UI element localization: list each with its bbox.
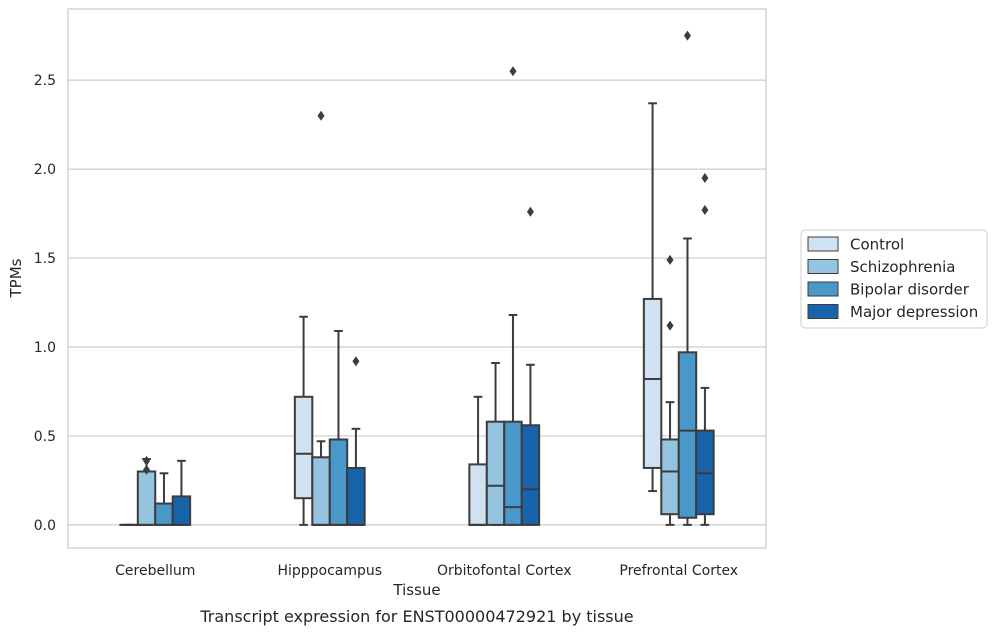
box-group <box>293 110 366 526</box>
box <box>503 66 523 526</box>
box-body <box>328 438 349 526</box>
legend-item: Major depression <box>807 303 978 321</box>
x-tick-label: Orbitofontal Cortex <box>437 563 572 579</box>
outlier-point <box>143 464 151 475</box>
box-body <box>346 466 366 526</box>
x-axis-ticks: Cerebellum Hipppocampus Orbitofontal Corte… <box>115 563 738 579</box>
outlier-point <box>509 66 517 77</box>
x-tick-label: Cerebellum <box>115 563 195 579</box>
box-body <box>520 424 541 526</box>
outlier-point <box>701 205 709 216</box>
box-body <box>677 351 698 519</box>
legend-frame <box>800 229 988 329</box>
x-tick-label: Hipppocampus <box>277 563 382 579</box>
box-body <box>642 297 663 469</box>
box <box>642 102 663 493</box>
legend-swatch <box>807 259 839 274</box>
box <box>293 315 314 526</box>
y-tick-label: 2.5 <box>34 73 56 89</box>
legend-swatch <box>807 236 839 252</box>
outlier-point <box>683 30 691 41</box>
outlier-point <box>526 206 534 217</box>
chart-caption: Transcript expression for ENST0000047292… <box>199 607 633 626</box>
box <box>485 361 506 526</box>
y-tick-label: 0.5 <box>34 429 56 445</box>
box <box>346 356 366 526</box>
legend: Control Schizophrenia Bipolar disorder Majo… <box>800 229 988 329</box>
legend-item: Control <box>807 236 904 254</box>
box-body <box>660 438 680 516</box>
y-tick-label: 0.0 <box>34 518 56 534</box>
y-tick-label: 2.0 <box>34 162 56 178</box>
box <box>154 472 174 526</box>
box <box>136 455 157 526</box>
box <box>520 206 541 526</box>
legend-item: Bipolar disorder <box>807 281 970 299</box>
y-axis-label: TPMs <box>7 258 25 298</box>
legend-swatch <box>807 281 839 297</box>
legend-swatch <box>807 304 839 319</box>
outlier-point <box>352 356 360 367</box>
box-body <box>136 470 157 526</box>
box-body <box>468 463 488 526</box>
box <box>171 459 192 526</box>
y-tick-label: 1.0 <box>34 340 56 356</box>
y-axis-ticks: 0.0 0.5 1.0 1.5 2.0 2.5 <box>34 73 56 534</box>
legend-label: Control <box>850 236 904 254</box>
legend-label: Bipolar disorder <box>850 281 970 299</box>
box-group <box>642 30 715 526</box>
x-axis-label: Tissue <box>392 581 440 599</box>
plot-frame <box>67 8 767 549</box>
box <box>468 395 488 526</box>
legend-item: Schizophrenia <box>807 258 955 276</box>
box-body <box>171 495 192 526</box>
outlier-point <box>317 110 325 121</box>
box-body <box>293 395 314 500</box>
box-group <box>468 66 541 526</box>
legend-label: Schizophrenia <box>850 258 955 276</box>
box-groups <box>119 30 715 526</box>
outlier-point <box>666 254 674 265</box>
outlier-point <box>666 320 674 331</box>
box-group <box>119 455 192 526</box>
legend-label: Major depression <box>850 303 978 321</box>
box-body <box>154 502 174 526</box>
x-tick-label: Prefrontal Cortex <box>619 563 738 579</box>
box-body <box>311 456 331 526</box>
box-body <box>485 420 506 526</box>
outlier-point <box>701 172 709 183</box>
outlier-point <box>143 455 151 466</box>
box <box>695 172 715 526</box>
box <box>677 30 698 526</box>
box-body <box>503 420 523 526</box>
y-tick-label: 1.5 <box>34 251 56 267</box>
